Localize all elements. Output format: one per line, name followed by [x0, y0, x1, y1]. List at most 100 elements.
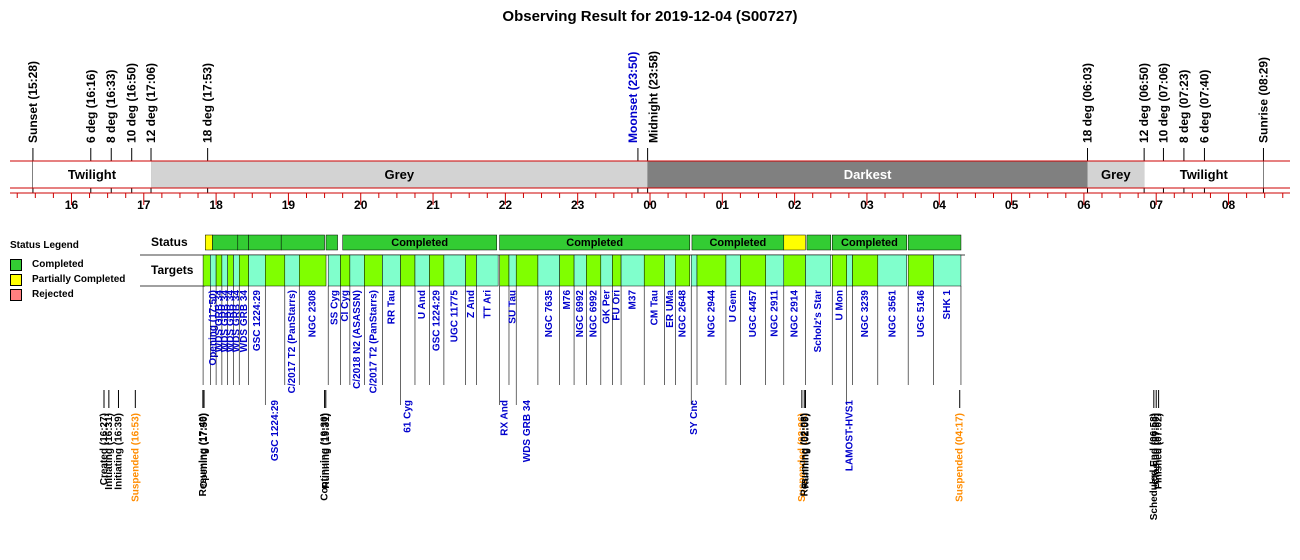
target-block: [364, 254, 383, 287]
sky-event-label: 10 deg (07:06): [1156, 63, 1170, 143]
axis-tick-label: 16: [65, 198, 79, 212]
target-block: [284, 254, 300, 287]
status-block: [907, 234, 962, 251]
target-label: SU Tau: [508, 290, 519, 324]
target-label: NGC 2911: [770, 290, 781, 337]
legend-item-partially-completed: Partially Completed: [10, 272, 140, 287]
axis-tick-label: 22: [499, 198, 513, 212]
target-block: [852, 254, 879, 287]
target-block: [340, 254, 351, 287]
event-label: Initiating (16:31): [104, 413, 115, 490]
event-label: Suspended (04:17): [955, 413, 966, 502]
status-block: [205, 234, 213, 251]
sky-events-layer: Sunset (15:28) 6 deg (16:16) 8 deg (16:33)…: [26, 51, 1270, 193]
axis-tick-label: 18: [209, 198, 223, 212]
legend-label-rejected: Rejected: [32, 289, 74, 300]
target-label: Z And: [466, 290, 477, 318]
target-label: NGC 7635: [544, 290, 555, 338]
legend-swatch-partially-completed: [10, 273, 22, 286]
target-block: [210, 254, 217, 287]
target-block: [215, 254, 223, 287]
sky-event-label: 8 deg (07:23): [1177, 70, 1191, 143]
target-block: [620, 254, 645, 287]
target-block: [476, 254, 499, 287]
target-label: Scholz's Star: [813, 290, 824, 353]
target-label: C/2018 N2 (ASASSN): [352, 290, 363, 389]
target-block: [643, 254, 665, 287]
target-label: WDS GRB 34: [231, 290, 242, 353]
legend-label-partially-completed: Partially Completed: [32, 274, 126, 285]
status-block: [325, 234, 338, 251]
target-label: NGC 6992: [575, 290, 586, 338]
target-block: [515, 254, 539, 287]
target-label: UGC 11775: [450, 290, 461, 343]
legend-swatch-completed: [10, 258, 22, 271]
target-block: [537, 254, 560, 287]
legend-item-rejected: Rejected: [10, 287, 140, 302]
phase-label: Grey: [384, 167, 414, 182]
status-block: [212, 234, 239, 251]
axis-tick-label: 01: [716, 198, 730, 212]
time-axis: 16 17 18 19 20 21 22 23 00 01 02 03 04 05 06 07 08: [10, 192, 1290, 287]
target-label: NGC 3561: [887, 290, 898, 338]
phase-segment: [1144, 161, 1264, 188]
sky-event-label: Sunrise (08:29): [1256, 57, 1270, 143]
status-block-label: Completed: [566, 237, 623, 249]
target-label: ER UMa: [665, 290, 676, 328]
axis-tick-label: 00: [643, 198, 657, 212]
target-block: [221, 254, 228, 287]
axis-tick-label: 07: [1150, 198, 1164, 212]
target-block: [499, 254, 510, 287]
event-label: Opening (17:50): [199, 413, 210, 489]
target-block: [559, 254, 575, 287]
event-label: Suspended (16:53): [130, 413, 141, 502]
target-label: UGC 5146: [916, 290, 927, 338]
chart-title: Observing Result for 2019-12-04 (S00727): [502, 8, 797, 25]
target-block: [907, 254, 934, 287]
target-label: RR Tau: [386, 290, 397, 324]
event-label: Suspended (02:06): [797, 413, 808, 502]
target-label: U Mon: [834, 290, 845, 321]
target-label: SY Cnc: [689, 400, 700, 435]
target-label: CI Cyg: [340, 290, 351, 322]
target-block: [600, 254, 613, 287]
target-label: U And: [417, 290, 428, 319]
target-block: [414, 254, 430, 287]
axis-tick-label: 04: [933, 198, 947, 212]
target-block: [933, 254, 962, 287]
axis-tick-label: 19: [282, 198, 296, 212]
sky-event-label: Sunset (15:28): [26, 61, 40, 143]
status-block: [783, 234, 806, 251]
sky-event-label: 8 deg (16:33): [104, 70, 118, 143]
phase-label: Grey: [1101, 167, 1131, 182]
target-block: [877, 254, 907, 287]
target-label: WDS GRB 34: [214, 290, 225, 353]
axis-tick-label: 21: [426, 198, 440, 212]
axis-tick-label: 20: [354, 198, 368, 212]
status-block: [280, 234, 325, 251]
target-label: SHK 1: [942, 290, 953, 320]
target-label: LAMOST-HVS1: [845, 400, 856, 472]
target-label: NGC 6992: [589, 290, 600, 338]
target-block: [725, 254, 741, 287]
status-row-label: Status: [151, 235, 188, 249]
event-label: Initiating (16:39): [113, 413, 124, 490]
event-label: Scheduled End (06:58): [1149, 413, 1160, 520]
target-label: C/2017 T2 (PanStarrs): [287, 290, 298, 393]
status-block: [831, 234, 907, 251]
target-label: NGC 2648: [678, 290, 689, 338]
status-block-label: Completed: [391, 237, 448, 249]
target-label: WDS GRB 34: [522, 400, 533, 463]
sky-event-label: 6 deg (16:16): [84, 70, 98, 143]
event-label: Resuming (17:49): [198, 413, 209, 496]
event-label: Closing (07:00): [1151, 413, 1162, 485]
status-block-label: Completed: [709, 237, 766, 249]
target-block: [696, 254, 727, 287]
axis-tick-label: 08: [1222, 198, 1236, 212]
target-block: [508, 254, 517, 287]
status-legend-title: Status Legend: [10, 240, 79, 251]
target-label: GSC 1224:29: [270, 400, 281, 462]
phase-label: Darkest: [844, 167, 892, 182]
target-block: [227, 254, 234, 287]
